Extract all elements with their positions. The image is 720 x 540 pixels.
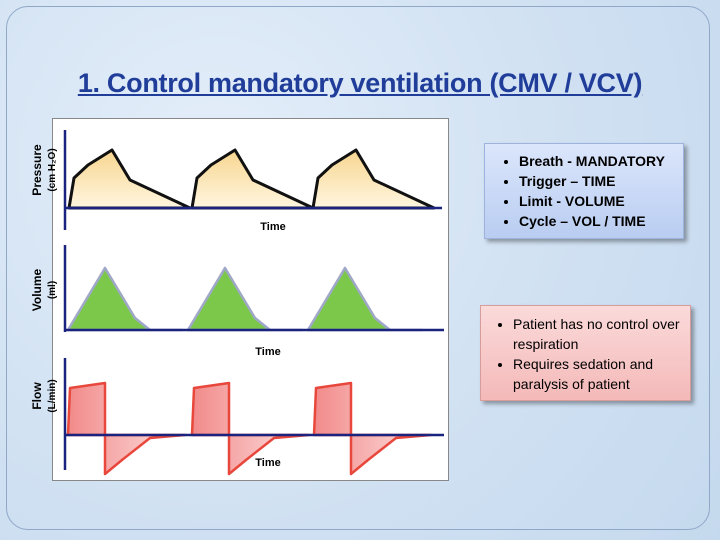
slide-title: 1. Control mandatory ventilation (CMV / … [77, 68, 643, 98]
y-axis-label: Volume [30, 268, 44, 311]
bullet-item: Patient has no control over respiration [513, 314, 684, 354]
note-box: Patient has no control over respirationR… [480, 305, 691, 401]
bullet-item: Requires sedation and paralysis of patie… [513, 354, 684, 394]
y-axis-unit: (L/min) [47, 379, 58, 412]
bullet-item: Trigger – TIME [519, 171, 683, 191]
bullet-item: Breath - MANDATORY [519, 151, 683, 171]
slide-frame [6, 6, 710, 530]
y-axis-unit: (ml) [47, 281, 58, 299]
x-axis-label: Time [260, 221, 285, 233]
y-axis-label: Flow [30, 382, 44, 410]
bullet-item: Cycle – VOL / TIME [519, 211, 683, 231]
y-axis-label: Pressure [30, 144, 44, 196]
x-axis-label: Time [255, 346, 280, 358]
mode-box: Breath - MANDATORYTrigger – TIMELimit - … [484, 143, 684, 239]
x-axis-label: Time [255, 457, 280, 469]
bullet-item: Limit - VOLUME [519, 191, 683, 211]
waveform-panel: Time Pressure (cm H₂O) Time Volume (ml) Time Fl… [30, 118, 449, 481]
y-axis-unit: (cm H₂O) [47, 148, 58, 191]
